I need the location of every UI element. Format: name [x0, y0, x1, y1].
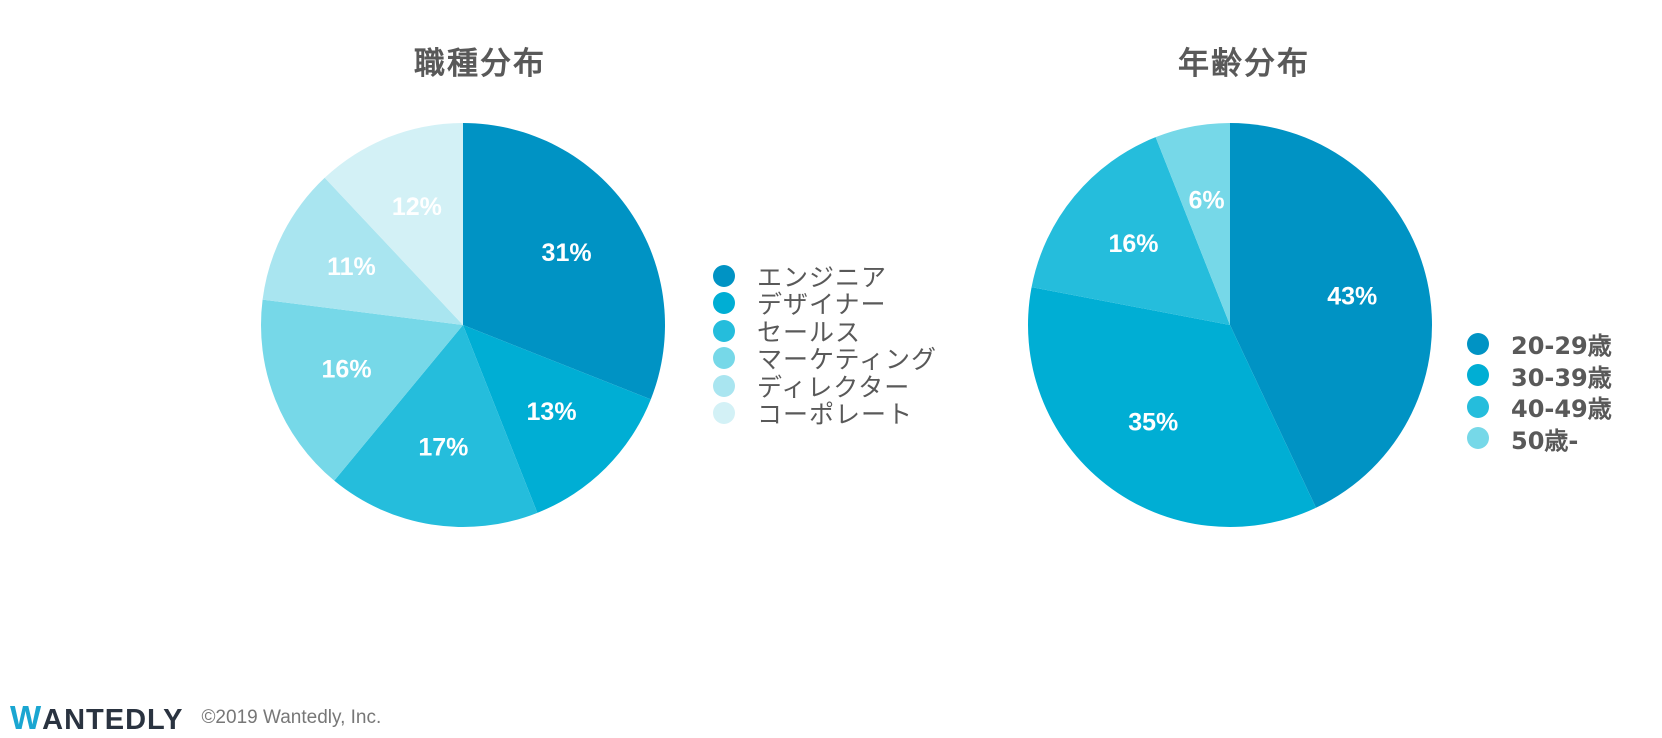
- slice-label-3: 17%: [418, 433, 468, 461]
- pie-slice-2: [463, 325, 651, 513]
- slice-label-3: 16%: [1108, 230, 1158, 258]
- pie-slice-6: [324, 123, 463, 325]
- pie-slice-1: [463, 123, 665, 400]
- legend-swatch-icon: [1467, 427, 1489, 450]
- slice-label-2: 35%: [1128, 409, 1178, 437]
- pie-slice-3: [1031, 137, 1230, 325]
- legend-item: セールス: [713, 317, 937, 347]
- legend-swatch-icon: [713, 347, 735, 370]
- legend-label: 50歳-: [1511, 426, 1579, 455]
- wantedly-logo: WANTEDLY: [10, 699, 183, 737]
- footer: WANTEDLY ©2019 Wantedly, Inc.: [10, 699, 382, 736]
- legend-label: 40-49歳: [1511, 395, 1612, 424]
- slice-label-4: 6%: [1188, 187, 1224, 215]
- legend-label: ディレクター: [757, 372, 911, 402]
- legend-label: コーポレート: [757, 400, 914, 430]
- chart-title-job-type: 職種分布: [414, 46, 546, 82]
- legend-label: エンジニア: [757, 262, 888, 292]
- legend-swatch-icon: [713, 319, 735, 342]
- pie-chart-job-type: 31% 13% 17% 16% 11% 12%: [261, 123, 665, 527]
- legend-swatch-icon: [1467, 332, 1489, 355]
- legend-item: 30-39歳: [1467, 360, 1612, 392]
- legend-item: 20-29歳: [1467, 328, 1612, 360]
- legend-swatch-icon: [713, 402, 735, 425]
- legend-swatch-icon: [1467, 395, 1489, 418]
- slice-label-1: 31%: [542, 239, 592, 267]
- legend-item: ディレクター: [713, 372, 937, 402]
- legend-swatch-icon: [713, 292, 735, 315]
- legend-item: 40-49歳: [1467, 391, 1612, 423]
- legend-swatch-icon: [1467, 364, 1489, 387]
- pie-slice-2: [1028, 287, 1317, 527]
- legend-item: デザイナー: [713, 290, 937, 319]
- logo-rest: ANTEDLY: [42, 704, 184, 736]
- legend-label: セールス: [757, 317, 862, 347]
- slice-label-5: 11%: [327, 253, 376, 281]
- pie-slice-5: [262, 177, 463, 325]
- pie-slice-1: [1230, 123, 1432, 508]
- pie-slice-4: [1155, 123, 1230, 325]
- slice-label-2: 13%: [527, 398, 577, 426]
- slice-label-4: 16%: [322, 356, 372, 384]
- legend-item: マーケティング: [713, 345, 937, 374]
- legend-label: 30-39歳: [1511, 363, 1612, 392]
- legend-job-type: エンジニア デザイナー セールス マーケティング ディレクター コーポレート: [713, 262, 937, 429]
- legend-label: デザイナー: [757, 290, 887, 320]
- legend-swatch-icon: [713, 264, 735, 287]
- legend-item: 50歳-: [1467, 423, 1612, 455]
- pie-slice-4: [261, 299, 463, 481]
- legend-age: 20-29歳 30-39歳 40-49歳 50歳-: [1467, 328, 1612, 455]
- legend-label: マーケティング: [757, 345, 938, 375]
- logo-initial: W: [10, 699, 43, 736]
- legend-swatch-icon: [713, 374, 735, 397]
- slice-label-1: 43%: [1327, 282, 1377, 310]
- pie-slice-3: [334, 325, 538, 527]
- legend-item: コーポレート: [713, 400, 937, 429]
- chart-title-age: 年齢分布: [1178, 46, 1310, 82]
- slice-label-6: 12%: [392, 193, 442, 221]
- pie-chart-age: 43% 35% 16% 6%: [1028, 123, 1432, 527]
- legend-item: エンジニア: [713, 262, 937, 292]
- copyright-text: ©2019 Wantedly, Inc.: [201, 707, 382, 728]
- legend-label: 20-29歳: [1511, 332, 1612, 361]
